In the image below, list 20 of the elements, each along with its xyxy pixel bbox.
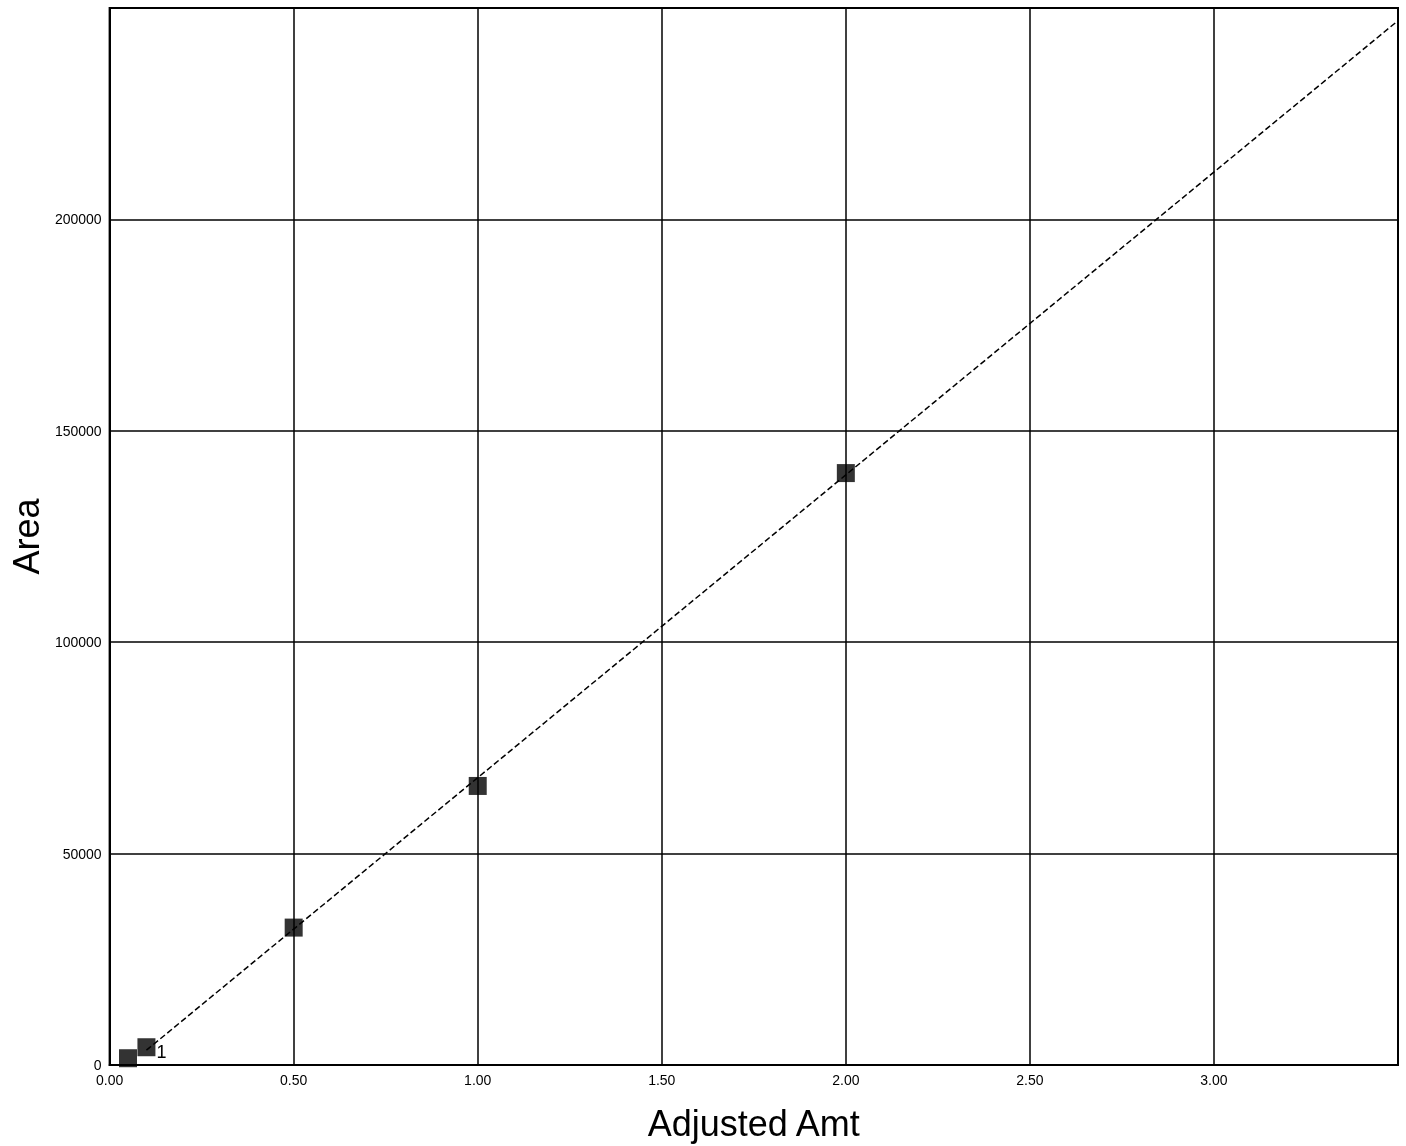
point <box>137 1038 156 1057</box>
x-tick-label: 1.00 <box>464 1072 492 1088</box>
point <box>836 464 855 483</box>
y-tick-label: 150000 <box>54 422 102 439</box>
x-tick-label: 2.50 <box>1016 1072 1044 1088</box>
point <box>119 1049 138 1068</box>
y-tick-label: 0 <box>93 1057 102 1073</box>
point <box>284 918 303 937</box>
x-tick-label: 0.50 <box>280 1072 308 1088</box>
annotation: 1 <box>156 1042 167 1063</box>
point <box>468 776 487 795</box>
y-tick-label: 50000 <box>62 845 102 862</box>
y-axis-title: Area <box>5 497 47 575</box>
x-tick-label: 1.50 <box>648 1072 676 1088</box>
x-tick-label: 3.00 <box>1200 1072 1228 1088</box>
x-axis-title: Adjusted Amt <box>647 1102 860 1144</box>
x-tick-label: 2.00 <box>832 1072 860 1088</box>
y-tick-label: 200000 <box>54 211 102 228</box>
y-tick-label: 100000 <box>54 634 102 651</box>
x-tick-label: 0.00 <box>95 1072 124 1088</box>
